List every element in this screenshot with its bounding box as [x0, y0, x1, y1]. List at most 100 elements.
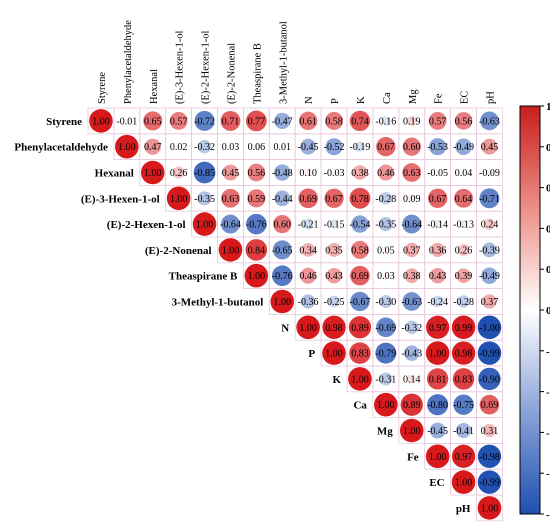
corr-value-k-ec: 0.83 — [455, 374, 473, 385]
corr-value-ca-mg: 0.89 — [403, 400, 421, 411]
corr-value-e-2-nonenal-3-methyl-1-butanol: -0.65 — [272, 245, 293, 256]
corr-value-n-mg: -0.32 — [401, 323, 422, 334]
corr-value-3-methyl-1-butanol-fe: -0.24 — [427, 297, 448, 308]
corr-circle-hexanal-hexanal — [140, 160, 165, 185]
column-label-ec: EC — [460, 91, 471, 104]
corr-value-n-ec: 0.99 — [455, 323, 473, 334]
corr-value-e-3-hexen-1-ol-e-2-nonenal: 0.63 — [222, 194, 240, 205]
corr-circle-e-2-hexen-1-ol-e-2-nonenal — [221, 214, 240, 234]
corr-value-p-k: 0.83 — [351, 349, 369, 360]
corr-value-phenylacetaldehyde-ec: -0.49 — [453, 142, 474, 153]
corr-value-3-methyl-1-butanol-k: -0.67 — [350, 297, 371, 308]
corr-value-e-2-hexen-1-ol-mg: -0.64 — [401, 220, 422, 231]
corr-circle-styrene-e-2-hexen-1-ol — [194, 110, 215, 131]
corr-circle-n-ca — [376, 317, 396, 338]
corr-circle-mg-mg — [399, 418, 424, 443]
corr-value-e-2-hexen-1-ol-3-methyl-1-butanol: 0.60 — [274, 220, 292, 231]
corr-value-e-2-hexen-1-ol-fe: -0.14 — [427, 220, 448, 231]
colorbar-tick-label: 0.8 — [546, 142, 550, 154]
corr-value-hexanal-ph: -0.09 — [479, 168, 500, 179]
corr-circle-e-3-hexen-1-ol-ec — [454, 188, 473, 208]
colorbar-tick-label: -0.2 — [546, 346, 550, 358]
corr-circle-hexanal-e-2-nonenal — [222, 164, 239, 181]
row-label-ca: Ca — [353, 400, 367, 412]
corr-circle-mg-fe — [429, 422, 446, 439]
corr-value-e-2-hexen-1-ol-theaspirane-b: -0.76 — [246, 220, 267, 231]
column-label-styrene: Styrene — [97, 72, 108, 104]
corr-value-e-2-nonenal-e-2-nonenal: 1.00 — [222, 245, 240, 256]
corr-circle-theaspirane-b-ca — [383, 273, 388, 278]
corr-value-phenylacetaldehyde-phenylacetaldehyde: 1.00 — [118, 142, 136, 153]
corr-value-n-k: 0.89 — [351, 323, 369, 334]
corr-circle-k-mg — [407, 374, 417, 384]
corr-circle-e-2-hexen-1-ol-3-methyl-1-butanol — [273, 214, 292, 234]
column-label-phenylacetaldehyde: Phenylacetaldehyde — [123, 20, 134, 104]
corr-value-styrene-n: 0.61 — [299, 116, 317, 127]
corr-circle-styrene-e-2-nonenal — [220, 110, 241, 131]
corr-circle-p-p — [322, 341, 346, 365]
corr-circle-ec-ph — [477, 470, 502, 494]
corr-circle-phenylacetaldehyde-e-2-hexen-1-ol — [197, 140, 212, 154]
corr-circle-n-k — [348, 316, 372, 339]
corr-value-styrene-styrene: 1.00 — [92, 116, 110, 127]
corr-circle-e-3-hexen-1-ol-fe — [427, 188, 448, 208]
row-label-n: N — [281, 322, 289, 334]
corr-circle-3-methyl-1-butanol-n — [301, 294, 316, 309]
corr-value-styrene-mg: 0.19 — [403, 116, 421, 127]
corr-circle-hexanal-mg — [402, 163, 422, 182]
corr-circle-n-n — [296, 315, 320, 340]
corr-value-hexanal-fe: -0.05 — [427, 168, 448, 179]
corr-value-styrene-ca: -0.16 — [375, 116, 396, 127]
corr-circle-phenylacetaldehyde-theaspirane-b — [253, 143, 260, 150]
corr-value-theaspirane-b-k: 0.69 — [351, 271, 369, 282]
corr-circle-hexanal-n — [304, 168, 312, 177]
corr-circle-phenylacetaldehyde-ph — [481, 138, 498, 155]
corr-value-theaspirane-b-3-methyl-1-butanol: -0.76 — [272, 271, 293, 282]
corr-circle-p-fe — [425, 341, 450, 365]
corr-value-phenylacetaldehyde-ca: 0.67 — [377, 142, 395, 153]
corr-value-e-2-hexen-1-ol-ca: -0.35 — [375, 220, 396, 231]
colorbar-tick-label: -1.0 — [546, 509, 550, 521]
corr-circle-e-3-hexen-1-ol-n — [298, 188, 318, 209]
corr-value-p-ec: 0.98 — [455, 349, 473, 360]
corr-value-theaspirane-b-n: 0.46 — [299, 271, 317, 282]
corr-circle-e-2-hexen-1-ol-ph — [483, 218, 496, 230]
matrix-cells: 1.00 -0.01 0.65 0.57 -0.72 0.71 0.77 -0.47 0.61 0… — [87, 107, 503, 522]
corr-value-styrene-ec: 0.56 — [455, 116, 473, 127]
corr-circle-hexanal-ph — [485, 168, 493, 177]
corr-value-hexanal-e-2-hexen-1-ol: -0.85 — [194, 168, 215, 179]
corr-value-k-fe: 0.81 — [429, 374, 447, 385]
corr-circle-theaspirane-b-fe — [429, 267, 446, 284]
corr-value-styrene-phenylacetaldehyde: -0.01 — [116, 116, 137, 127]
corr-circle-phenylacetaldehyde-fe — [429, 138, 447, 156]
corr-circle-e-3-hexen-1-ol-theaspirane-b — [247, 189, 266, 208]
corr-circle-e-2-hexen-1-ol-fe — [433, 219, 443, 229]
corr-value-e-2-nonenal-fe: 0.36 — [429, 245, 447, 256]
corr-circle-ca-ca — [374, 392, 398, 417]
corr-value-styrene-e-3-hexen-1-ol: 0.57 — [170, 116, 188, 127]
corr-circle-fe-ph — [477, 444, 502, 468]
corr-value-3-methyl-1-butanol-ph: 0.37 — [481, 297, 499, 308]
corr-circle-styrene-k — [349, 110, 371, 132]
corr-value-phenylacetaldehyde-hexanal: 0.47 — [144, 142, 162, 153]
corr-value-e-2-hexen-1-ol-k: -0.54 — [350, 220, 371, 231]
corr-value-n-p: 0.98 — [325, 323, 343, 334]
corr-value-e-3-hexen-1-ol-3-methyl-1-butanol: -0.44 — [272, 194, 293, 205]
corr-circle-styrene-styrene — [89, 109, 113, 133]
corr-circle-3-methyl-1-butanol-k — [350, 291, 370, 312]
corr-circle-p-ca — [375, 342, 397, 364]
colorbar-tick-label: 0.6 — [546, 183, 550, 195]
corr-value-ca-ph: 0.69 — [481, 400, 499, 411]
corr-value-e-2-hexen-1-ol-n: -0.21 — [298, 220, 319, 231]
corr-value-e-3-hexen-1-ol-theaspirane-b: 0.59 — [248, 194, 266, 205]
corr-circle-mg-ph — [482, 423, 497, 438]
corr-value-n-fe: 0.97 — [429, 323, 447, 334]
corr-value-theaspirane-b-p: 0.43 — [325, 271, 343, 282]
corr-value-e-2-nonenal-ca: 0.05 — [377, 245, 395, 256]
corr-circle-mg-ec — [455, 422, 472, 439]
column-label-e-2-hexen-1-ol: (E)-2-Hexen-1-ol — [201, 30, 212, 104]
corr-circle-theaspirane-b-ph — [481, 267, 498, 284]
corr-value-phenylacetaldehyde-e-3-hexen-1-ol: 0.02 — [170, 142, 188, 153]
corr-circle-styrene-p — [325, 111, 344, 130]
